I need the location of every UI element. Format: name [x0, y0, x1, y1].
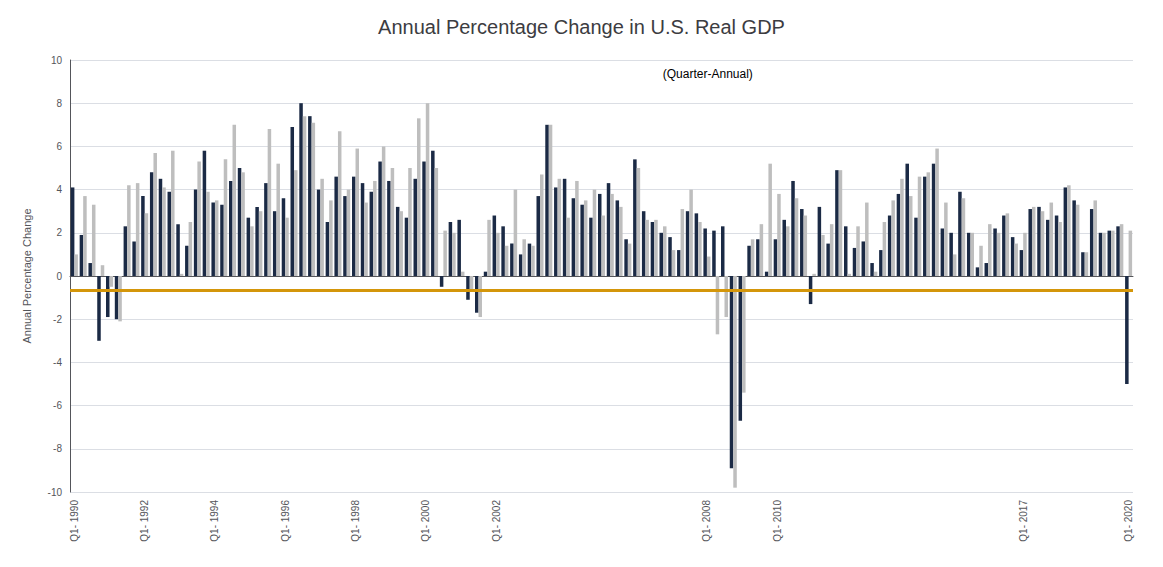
svg-text:Q1- 1996: Q1- 1996	[280, 500, 291, 542]
svg-text:-4: -4	[53, 357, 62, 368]
svg-text:-6: -6	[53, 400, 62, 411]
svg-text:4: 4	[56, 184, 62, 195]
svg-text:Q1- 2010: Q1- 2010	[772, 500, 783, 542]
svg-text:2: 2	[56, 227, 62, 238]
svg-text:Q1- 1994: Q1- 1994	[209, 500, 220, 542]
svg-text:Q1- 2020: Q1- 2020	[1123, 500, 1134, 542]
svg-text:-10: -10	[48, 487, 63, 498]
svg-text:(Quarter-Annual): (Quarter-Annual)	[663, 67, 753, 81]
svg-text:Q1- 1992: Q1- 1992	[139, 500, 150, 542]
svg-text:Q1- 2008: Q1- 2008	[701, 500, 712, 542]
svg-text:6: 6	[56, 141, 62, 152]
svg-text:Annual Percentage Change in U.: Annual Percentage Change in U.S. Real GD…	[378, 16, 785, 38]
svg-text:8: 8	[56, 98, 62, 109]
svg-text:Q1- 2000: Q1- 2000	[420, 500, 431, 542]
svg-text:Annual Percentage Change: Annual Percentage Change	[21, 208, 33, 343]
svg-text:0: 0	[56, 271, 62, 282]
svg-text:-8: -8	[53, 443, 62, 454]
svg-text:Q1- 2002: Q1- 2002	[491, 500, 502, 542]
svg-text:-2: -2	[53, 314, 62, 325]
svg-text:Q1- 2017: Q1- 2017	[1018, 500, 1029, 542]
svg-text:10: 10	[51, 55, 63, 66]
svg-text:Q1- 1998: Q1- 1998	[350, 500, 361, 542]
svg-text:Q1- 1990: Q1- 1990	[69, 500, 80, 542]
